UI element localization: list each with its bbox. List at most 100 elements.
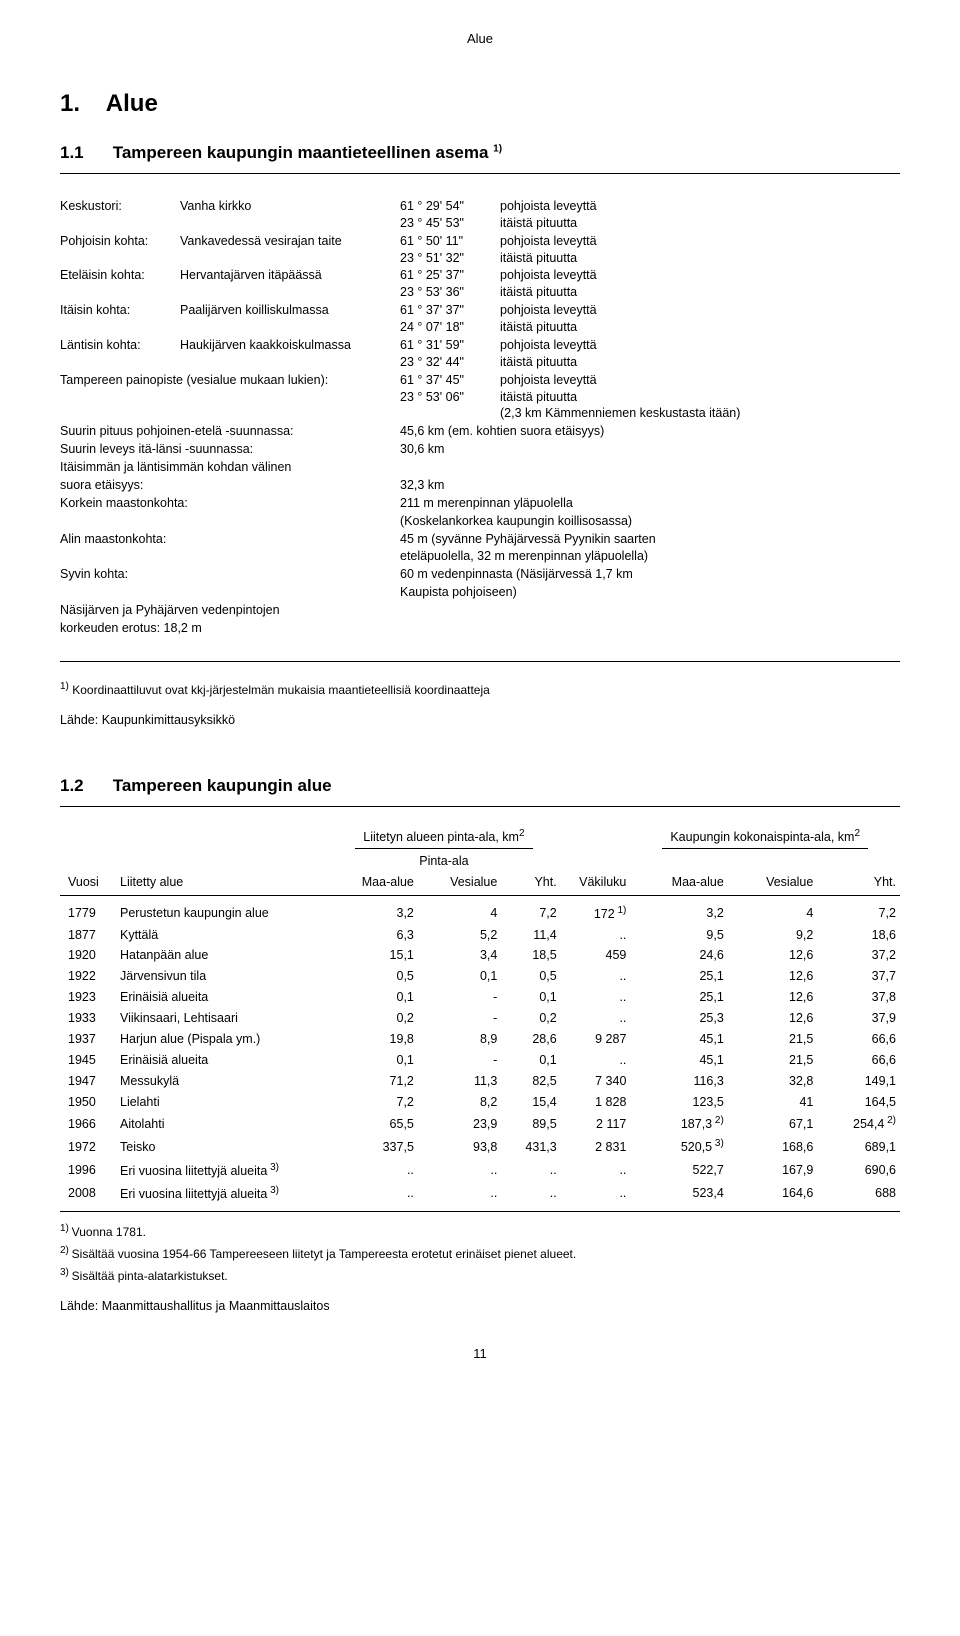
- footnotes-11: 1) Koordinaattiluvut ovat kkj-järjestelm…: [60, 680, 900, 698]
- cell-value: 123,5: [630, 1092, 727, 1113]
- table-row: 1945Erinäisiä alueita0,1-0,1..45,121,566…: [60, 1050, 900, 1071]
- cell-value: 37,9: [817, 1008, 900, 1029]
- cell-value: 15,1: [327, 945, 418, 966]
- cell-value: 65,5: [327, 1112, 418, 1135]
- cell-region: Järvensivun tila: [114, 966, 327, 987]
- cell-year: 1947: [60, 1071, 114, 1092]
- cell-value: ..: [561, 987, 631, 1008]
- cell-value: 25,1: [630, 987, 727, 1008]
- cell-year: 1972: [60, 1135, 114, 1158]
- cell-value: 0,5: [327, 966, 418, 987]
- table-row: 1966Aitolahti65,523,989,52 117187,3 2)67…: [60, 1112, 900, 1135]
- cell-region: Kyttälä: [114, 925, 327, 946]
- text-value: 45,6 km (em. kohtien suora etäisyys): [400, 423, 900, 440]
- text-label: Suurin leveys itä-länsi -suunnassa:: [60, 441, 400, 458]
- coord-value: 61 ° 37' 37": [400, 302, 500, 319]
- def-key: Eteläisin kohta:: [60, 267, 180, 284]
- text-label: [60, 513, 400, 530]
- coord-desc: pohjoista leveyttä: [500, 337, 900, 354]
- rule-top-12: [60, 806, 900, 807]
- cell-region: Harjun alue (Pispala ym.): [114, 1029, 327, 1050]
- def-value: 61 ° 29' 54"pohjoista leveyttä23 ° 45' 5…: [400, 198, 900, 232]
- cell-value: 25,1: [630, 966, 727, 987]
- def-sub: Vanha kirkko: [180, 199, 251, 213]
- cell-value: 520,5 3): [630, 1135, 727, 1158]
- cell-value: 82,5: [501, 1071, 560, 1092]
- cell-year: 1779: [60, 895, 114, 925]
- cell-value: 45,1: [630, 1050, 727, 1071]
- section-1-number: 1.: [60, 90, 80, 117]
- cell-value: 0,1: [418, 966, 501, 987]
- def-row: Keskustori:Vanha kirkko61 ° 29' 54"pohjo…: [60, 198, 900, 232]
- tbl-col-1: Vesialue: [418, 872, 501, 895]
- def-sub: Haukijärven kaakkoiskulmassa: [180, 338, 351, 352]
- def-row: Itäisin kohta:Paalijärven koilliskulmass…: [60, 302, 900, 336]
- cell-region: Erinäisiä alueita: [114, 987, 327, 1008]
- text-value: 32,3 km: [400, 477, 900, 494]
- cell-value: 0,1: [327, 1050, 418, 1071]
- text-row: Suurin leveys itä-länsi -suunnassa:30,6 …: [60, 441, 900, 458]
- coord-desc: itäistä pituutta: [500, 250, 900, 267]
- sub11-name: Tampereen kaupungin maantieteellinen ase…: [113, 143, 489, 162]
- table-row: 1972Teisko337,593,8431,32 831520,5 3)168…: [60, 1135, 900, 1158]
- cell-value: 24,6: [630, 945, 727, 966]
- source-12: Lähde: Maanmittaushallitus ja Maanmittau…: [60, 1298, 900, 1315]
- cell-year: 1937: [60, 1029, 114, 1050]
- page-header: Alue: [60, 30, 900, 48]
- text-label: Alin maastonkohta:: [60, 531, 400, 548]
- cell-value: ..: [561, 966, 631, 987]
- cell-value: ..: [561, 1050, 631, 1071]
- cell-value: 12,6: [728, 987, 818, 1008]
- def-sub: Hervantajärven itäpäässä: [180, 268, 322, 282]
- cell-year: 1923: [60, 987, 114, 1008]
- tbl-h-year: Vuosi: [60, 872, 114, 895]
- tbl-col-6: Yht.: [817, 872, 900, 895]
- def-value: 61 ° 37' 37"pohjoista leveyttä24 ° 07' 1…: [400, 302, 900, 336]
- footnote-sup: 3): [60, 1267, 72, 1278]
- cell-value: -: [418, 987, 501, 1008]
- cell-value: 8,9: [418, 1029, 501, 1050]
- tbl-group1-sup: 2: [519, 828, 525, 839]
- cell-year: 1922: [60, 966, 114, 987]
- rule-bottom-11: [60, 661, 900, 662]
- coord-desc: pohjoista leveyttä: [500, 267, 900, 284]
- coord-value: 61 ° 25' 37": [400, 267, 500, 284]
- table-12-wrap: Liitetyn alueen pinta-ala, km2 Kaupungin…: [60, 817, 900, 1212]
- text-row: Itäisimmän ja läntisimmän kohdan välinen: [60, 459, 900, 476]
- cell-region: Teisko: [114, 1135, 327, 1158]
- footnote-text: Vuonna 1781.: [72, 1225, 146, 1239]
- coord-desc: itäistä pituutta: [500, 319, 900, 336]
- cell-value: 28,6: [501, 1029, 560, 1050]
- def-row: Läntisin kohta:Haukijärven kaakkoiskulma…: [60, 337, 900, 371]
- source-11: Lähde: Kaupunkimittausyksikkö: [60, 712, 900, 729]
- cell-value: 11,3: [418, 1071, 501, 1092]
- section-1-name: Alue: [106, 90, 158, 117]
- text-row: eteläpuolella, 32 m merenpinnan yläpuole…: [60, 548, 900, 565]
- text-value: 211 m merenpinnan yläpuolella: [400, 495, 900, 512]
- def-row: Eteläisin kohta:Hervantajärven itäpäässä…: [60, 267, 900, 301]
- coord-desc: pohjoista leveyttä: [500, 198, 900, 215]
- def-label: Tampereen painopiste (vesialue mukaan lu…: [60, 372, 400, 423]
- text-label: Näsijärven ja Pyhäjärven vedenpintojen: [60, 602, 400, 619]
- text-value: 30,6 km: [400, 441, 900, 458]
- cell-year: 1933: [60, 1008, 114, 1029]
- coord-value: 23 ° 45' 53": [400, 215, 500, 232]
- text-row: suora etäisyys:32,3 km: [60, 477, 900, 494]
- cell-value: 0,5: [501, 966, 560, 987]
- cell-value: 116,3: [630, 1071, 727, 1092]
- cell-value: 0,1: [501, 1050, 560, 1071]
- cell-region: Lielahti: [114, 1092, 327, 1113]
- foot11-text: Koordinaattiluvut ovat kkj-järjestelmän …: [72, 683, 490, 697]
- cell-value: 37,8: [817, 987, 900, 1008]
- cell-value: 25,3: [630, 1008, 727, 1029]
- cell-value: 32,8: [728, 1071, 818, 1092]
- footnote-sup: 2): [60, 1245, 72, 1256]
- cell-value: ..: [561, 1182, 631, 1212]
- cell-value: 89,5: [501, 1112, 560, 1135]
- footnote-text: Sisältää vuosina 1954-66 Tampereeseen li…: [72, 1247, 577, 1261]
- def-label: Itäisin kohta:Paalijärven koilliskulmass…: [60, 302, 400, 336]
- cell-value: 164,6: [728, 1182, 818, 1212]
- coord-desc: itäistä pituutta: [500, 215, 900, 232]
- cell-year: 1877: [60, 925, 114, 946]
- cell-value: 690,6: [817, 1159, 900, 1182]
